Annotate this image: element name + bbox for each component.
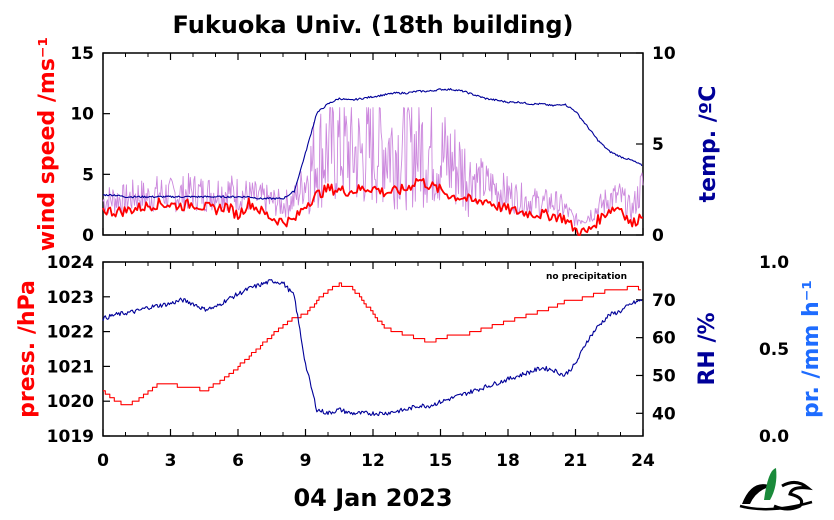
x-tick-label: 15	[429, 451, 453, 471]
wind-tick-label: 15	[70, 44, 94, 64]
pressure-series-line	[103, 282, 641, 406]
wind-tick-label: 0	[82, 226, 94, 246]
temp-axis-label: temp. /ºC	[696, 86, 721, 203]
pressure-tick-label: 1023	[47, 288, 94, 308]
pressure-tick-label: 1020	[47, 392, 94, 412]
x-tick-label: 6	[232, 451, 244, 471]
chart-title: Fukuoka Univ. (18th building)	[173, 11, 574, 39]
rh-tick-label: 40	[652, 404, 676, 424]
precip-note: no precipitation	[546, 272, 627, 282]
top-panel-series	[102, 88, 644, 236]
wind-series-line	[102, 177, 644, 236]
precip-tick-label: 0.5	[759, 340, 789, 360]
temp-series-line	[102, 88, 643, 200]
temp-tick-label: 5	[652, 135, 664, 155]
pressure-axis-label: press. /hPa	[15, 280, 40, 418]
temp-tick-label: 10	[652, 44, 676, 64]
precip-tick-label: 0.0	[759, 427, 789, 447]
x-tick-label: 21	[564, 451, 588, 471]
bottom-panel-ticks: 0 3 6 9 12 15 18 21 24 1019 1020 1021 1022 1023 1024 40…	[47, 253, 790, 471]
wind-axis-label: wind speed /ms⁻¹	[35, 37, 60, 251]
top-panel-ticks: 0 5 10 15 0 5 10	[70, 44, 676, 246]
rh-tick-label: 60	[652, 329, 676, 349]
pressure-tick-label: 1021	[47, 357, 94, 377]
x-tick-label: 0	[97, 451, 109, 471]
precip-tick-label: 1.0	[759, 253, 789, 273]
bottom-panel-frame	[102, 261, 644, 437]
rh-series-line	[102, 279, 643, 417]
institution-logo	[739, 468, 813, 511]
x-axis-label: 04 Jan 2023	[293, 484, 452, 512]
pressure-tick-label: 1022	[47, 323, 94, 343]
rh-axis-label: RH /%	[695, 312, 720, 385]
x-tick-label: 18	[496, 451, 520, 471]
rh-tick-label: 50	[652, 366, 676, 386]
rh-tick-label: 70	[652, 291, 676, 311]
x-tick-label: 9	[300, 451, 312, 471]
pressure-tick-label: 1024	[47, 253, 94, 273]
temp-tick-label: 0	[652, 226, 664, 246]
wind-tick-label: 5	[82, 165, 94, 185]
precip-axis-label: pr. /mm h⁻¹	[799, 280, 824, 418]
x-tick-label: 24	[631, 451, 655, 471]
x-tick-label: 12	[361, 451, 385, 471]
x-tick-label: 3	[165, 451, 177, 471]
pressure-tick-label: 1019	[47, 427, 94, 447]
wind-tick-label: 10	[70, 105, 94, 125]
bottom-panel-series	[102, 279, 643, 417]
